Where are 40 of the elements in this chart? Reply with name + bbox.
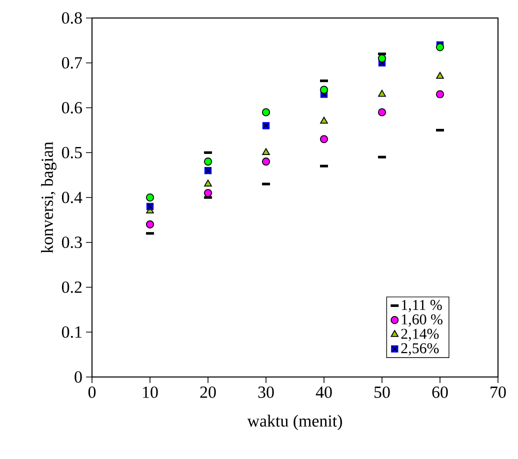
legend-label: 2,14% (401, 328, 439, 342)
x-tick-label: 20 (200, 386, 216, 398)
point (204, 180, 212, 186)
y-tick-label: 0 (74, 371, 82, 383)
point (204, 188, 212, 198)
point (204, 158, 212, 166)
legend-label: 1,11 % (402, 300, 442, 312)
point (436, 72, 444, 79)
y-tick-label: 0.7 (62, 57, 82, 69)
y-tick-label: 0.1 (62, 326, 82, 338)
point (262, 108, 270, 116)
point (378, 108, 386, 116)
y-tick-label: 0.8 (62, 12, 82, 24)
y-axis-title: konversi, bagian (41, 142, 56, 254)
x-tick-label: 50 (374, 386, 390, 398)
point (146, 193, 154, 202)
y-tick-label: 0.3 (62, 236, 82, 248)
point (320, 116, 328, 124)
y-tick-label: 0.5 (62, 146, 82, 158)
point (320, 86, 328, 94)
x-tick-label: 0 (88, 386, 96, 398)
x-axis-title: waktu (menit) (247, 414, 342, 430)
x-tick-label: 70 (490, 386, 506, 398)
point (378, 54, 386, 62)
y-tick-label: 0.4 (62, 192, 82, 204)
point (436, 43, 444, 52)
point (146, 220, 154, 228)
x-tick-label: 60 (432, 386, 448, 398)
legend-label: 2,56% (401, 343, 439, 356)
point (378, 90, 386, 97)
x-tick-label: 30 (258, 386, 274, 398)
x-tick-label: 10 (143, 386, 158, 398)
y-tick-label: 0.6 (62, 102, 82, 114)
legend-label: 1,60 % (402, 314, 442, 327)
x-tick-label: 40 (316, 386, 332, 398)
point (262, 158, 270, 166)
point (262, 148, 270, 156)
point (436, 90, 444, 98)
y-tick-label: 0.2 (62, 281, 82, 293)
point (320, 135, 328, 144)
